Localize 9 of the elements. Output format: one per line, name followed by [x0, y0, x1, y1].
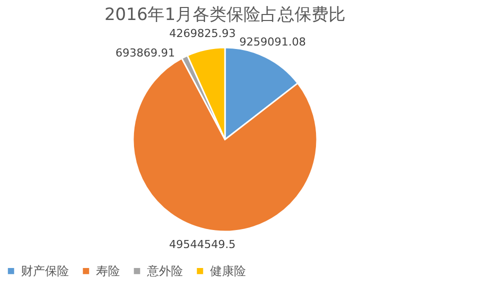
legend-label: 意外险: [146, 264, 183, 278]
data-label: 49544549.5: [169, 238, 236, 252]
data-label: 693869.91: [116, 46, 176, 60]
data-label: 9259091.08: [239, 36, 306, 49]
legend-label: 财产保险: [21, 264, 69, 278]
legend-label: 健康险: [210, 264, 246, 278]
legend-label: 寿险: [96, 264, 120, 278]
chart-title: 2016年1月各类保险占总保费比: [104, 4, 346, 25]
data-label: 4269825.93: [169, 26, 236, 40]
